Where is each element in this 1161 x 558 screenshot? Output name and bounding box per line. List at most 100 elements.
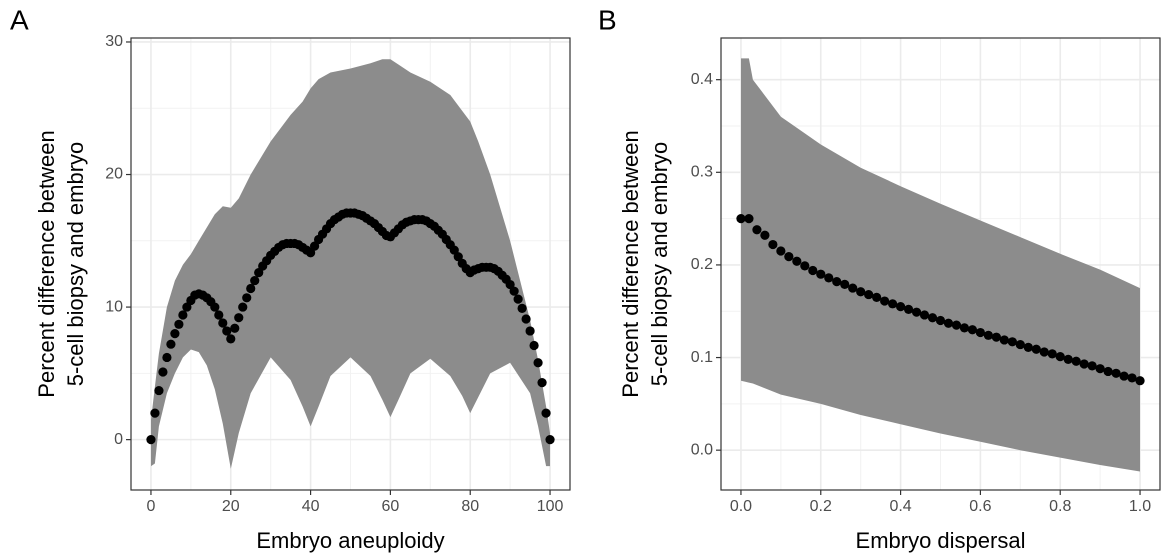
- panel-title: A: [10, 4, 29, 35]
- point: [242, 293, 252, 303]
- point: [529, 340, 539, 351]
- point: [533, 358, 543, 368]
- x-axis-label: Embryo aneuploidy: [256, 528, 444, 553]
- point: [1103, 366, 1113, 377]
- point: [234, 313, 244, 323]
- point: [1063, 354, 1073, 365]
- y-axis-label: Percent difference between: [34, 130, 59, 397]
- point: [864, 289, 874, 300]
- point: [1031, 344, 1041, 354]
- panel-border: [720, 37, 1161, 491]
- point: [238, 302, 248, 312]
- point: [166, 339, 176, 349]
- point: [513, 294, 523, 304]
- point: [230, 323, 240, 333]
- y-tick-label: 30: [105, 33, 123, 50]
- point: [1039, 347, 1049, 357]
- point: [1047, 349, 1057, 359]
- x-tick-label: 60: [382, 498, 400, 515]
- point: [935, 315, 946, 326]
- point: [1111, 368, 1121, 378]
- point: [1127, 373, 1137, 383]
- point: [1135, 376, 1145, 386]
- point: [927, 313, 938, 323]
- point: [752, 225, 762, 235]
- point: [776, 246, 786, 256]
- point: [1087, 361, 1097, 371]
- point: [158, 367, 168, 377]
- point: [880, 296, 890, 306]
- point: [840, 279, 850, 289]
- point: [816, 269, 826, 279]
- point: [453, 252, 463, 262]
- y-tick-label: 0.2: [691, 256, 713, 273]
- x-tick-label: 0.6: [969, 498, 991, 515]
- point: [210, 302, 220, 312]
- point: [517, 303, 527, 314]
- x-tick-label: 0.0: [730, 498, 752, 515]
- point: [832, 276, 842, 287]
- point: [174, 319, 184, 329]
- point: [146, 435, 156, 445]
- point: [856, 287, 866, 297]
- point: [250, 275, 260, 286]
- point: [983, 330, 993, 340]
- y-tick-label: 0.0: [691, 441, 713, 458]
- point: [895, 302, 906, 312]
- point: [800, 261, 810, 271]
- point: [505, 279, 515, 290]
- point: [744, 214, 754, 224]
- point: [1023, 342, 1033, 352]
- point: [162, 352, 172, 363]
- x-tick-label: 0.4: [889, 498, 911, 515]
- point: [218, 318, 228, 328]
- point: [537, 378, 547, 388]
- x-tick-label: 80: [461, 498, 479, 515]
- x-tick-label: 40: [302, 498, 320, 515]
- point: [967, 325, 978, 335]
- point: [521, 314, 531, 324]
- point: [951, 320, 962, 330]
- point: [449, 245, 459, 255]
- x-tick-label: 100: [537, 498, 564, 515]
- point: [1071, 356, 1081, 366]
- point: [792, 256, 802, 266]
- point: [170, 328, 180, 339]
- point: [182, 302, 192, 312]
- y-axis-label: 5-cell biopsy and embryo: [63, 142, 88, 387]
- point: [903, 304, 914, 314]
- point: [959, 323, 970, 333]
- point: [975, 327, 986, 338]
- point: [541, 408, 551, 418]
- point: [943, 318, 954, 328]
- y-tick-label: 0.4: [691, 71, 713, 88]
- y-tick-label: 0.3: [691, 164, 713, 181]
- point: [911, 307, 922, 317]
- point: [919, 310, 930, 320]
- point: [808, 265, 818, 276]
- point: [888, 299, 898, 309]
- y-axis-label: Percent difference between: [618, 130, 643, 397]
- panel-title: B: [598, 4, 617, 35]
- point: [525, 326, 535, 336]
- point: [768, 239, 778, 250]
- point: [784, 251, 794, 262]
- point: [1119, 371, 1129, 381]
- point: [736, 214, 746, 224]
- point: [1079, 359, 1089, 369]
- ribbon: [741, 58, 1140, 472]
- y-tick-label: 20: [105, 166, 123, 183]
- point: [154, 385, 164, 396]
- y-axis-label: 5-cell biopsy and embryo: [647, 142, 672, 387]
- x-tick-label: 0: [147, 498, 156, 515]
- point: [509, 286, 519, 296]
- point: [991, 332, 1001, 342]
- point: [1007, 337, 1017, 347]
- point: [309, 241, 320, 251]
- point: [254, 268, 264, 278]
- y-tick-label: 0.1: [691, 349, 713, 366]
- x-axis-label: Embryo dispersal: [856, 528, 1026, 553]
- point: [222, 326, 232, 336]
- point: [760, 230, 770, 240]
